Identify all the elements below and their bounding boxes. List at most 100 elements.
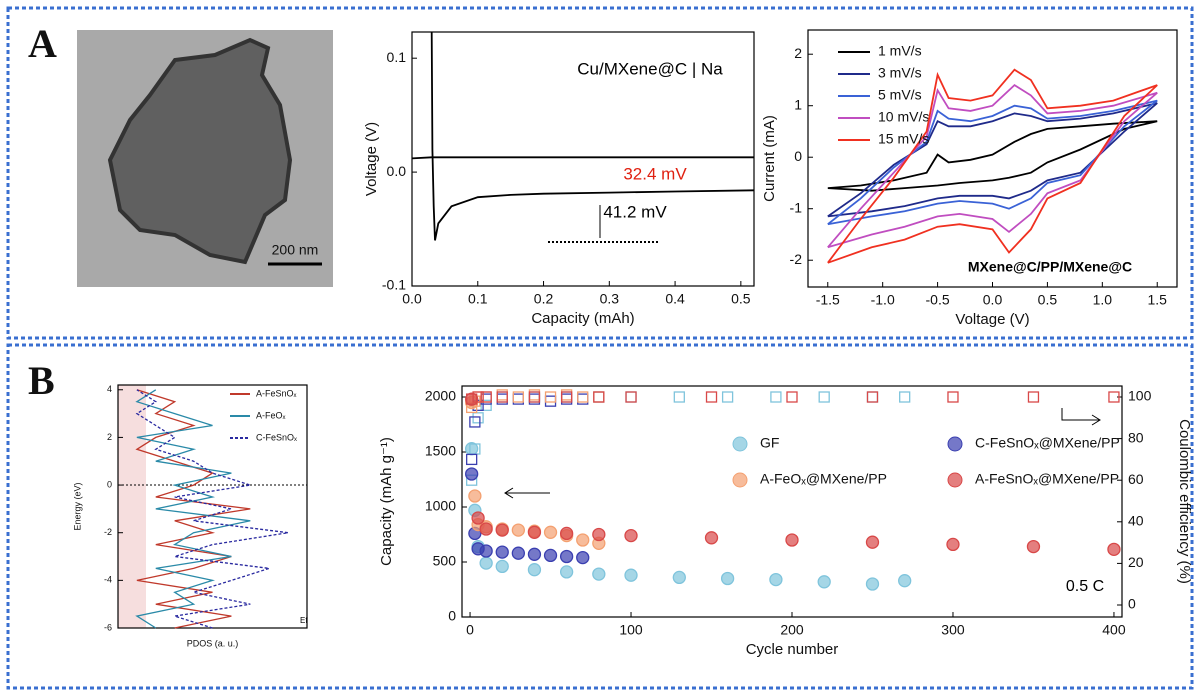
- efficiency-point: [470, 417, 480, 427]
- y2-tick-label: 20: [1128, 554, 1144, 570]
- capacity-point: [561, 551, 573, 563]
- capacity-point: [528, 526, 540, 538]
- capacity-point: [1108, 543, 1120, 555]
- annotation: 32.4 mV: [623, 164, 687, 183]
- y-tick-label: -2: [790, 251, 803, 267]
- annotation: 41.2 mV: [603, 202, 667, 221]
- y-tick-label: 1500: [425, 443, 456, 459]
- panel-label: A: [28, 21, 57, 66]
- capacity-point: [593, 568, 605, 580]
- legend-swatch: [948, 437, 962, 451]
- capacity-point: [496, 524, 508, 536]
- capacity-point: [722, 573, 734, 585]
- y-tick-label: 2000: [425, 388, 456, 404]
- legend-swatch: [733, 473, 747, 487]
- efficiency-point: [819, 392, 829, 402]
- capacity-point: [1027, 541, 1039, 553]
- capacity-point: [496, 560, 508, 572]
- capacity-point: [480, 545, 492, 557]
- annotation: 0.5 C: [1066, 578, 1104, 595]
- capacity-point: [528, 548, 540, 560]
- capacity-point: [561, 527, 573, 539]
- y2-tick-label: 60: [1128, 471, 1144, 487]
- capacity-point: [472, 512, 484, 524]
- efficiency-point: [787, 392, 797, 402]
- efficiency-point: [867, 392, 877, 402]
- arrow: [1062, 408, 1100, 425]
- y2-axis-title: Coulombic efficiency (%): [1176, 419, 1193, 584]
- y-tick-label: 1: [794, 96, 802, 112]
- y2-tick-label: 40: [1128, 513, 1144, 529]
- x-tick-label: 0.5: [731, 291, 751, 307]
- x-tick-label: 300: [941, 622, 965, 638]
- y2-tick-label: 0: [1128, 596, 1136, 612]
- x-tick-label: -0.5: [926, 292, 950, 308]
- efficiency-point: [626, 392, 636, 402]
- legend-label: A-FeSnOₓ: [256, 388, 297, 398]
- plot-frame: [808, 30, 1177, 287]
- x-tick-label: 0.0: [983, 292, 1003, 308]
- capacity-point: [480, 523, 492, 535]
- y-tick-label: 2: [794, 45, 802, 61]
- y-tick-label: 2: [107, 432, 112, 442]
- panel-label: B: [28, 358, 55, 403]
- legend-label: 15 mV/s: [878, 131, 929, 147]
- y-tick-label: -4: [104, 575, 112, 585]
- legend-label: A-FeOₓ: [256, 410, 286, 420]
- y-axis-title: Energy (eV): [72, 482, 82, 530]
- capacity-point: [466, 468, 478, 480]
- capacity-point: [786, 534, 798, 546]
- shade: [118, 385, 146, 628]
- y-axis-title: Capacity (mAh g⁻¹): [378, 437, 395, 566]
- capacity-point: [512, 524, 524, 536]
- annotation: Cu/MXene@C | Na: [577, 59, 723, 78]
- x-axis-title: Cycle number: [746, 641, 839, 658]
- efficiency-point: [467, 454, 477, 464]
- capacity-point: [496, 546, 508, 558]
- efficiency-point: [771, 392, 781, 402]
- x-tick-label: 100: [619, 622, 643, 638]
- legend-label: A-FeOₓ@MXene/PP: [760, 471, 887, 487]
- x-tick-label: -1.0: [871, 292, 895, 308]
- y-tick-label: 0: [794, 148, 802, 164]
- x-tick-label: 200: [780, 622, 804, 638]
- capacity-point: [947, 538, 959, 550]
- series-line: [412, 157, 754, 158]
- capacity-point: [625, 530, 637, 542]
- efficiency-point: [723, 392, 733, 402]
- x-tick-label: 1.5: [1147, 292, 1167, 308]
- y-tick-label: 0: [448, 608, 456, 624]
- capacity-point: [593, 529, 605, 541]
- y2-tick-label: 100: [1128, 388, 1152, 404]
- efficiency-point: [594, 392, 604, 402]
- capacity-point: [577, 534, 589, 546]
- legend-label: C-FeSnOₓ@MXene/PP: [975, 435, 1120, 451]
- capacity-point: [512, 547, 524, 559]
- efficiency-point: [594, 392, 604, 402]
- y-tick-label: -2: [104, 527, 112, 537]
- y-axis-title: Voltage (V): [363, 122, 380, 196]
- y2-tick-label: 80: [1128, 429, 1144, 445]
- capacity-point: [577, 552, 589, 564]
- legend-label: 3 mV/s: [878, 65, 922, 81]
- y-axis-title: Current (mA): [761, 115, 778, 202]
- x-axis-title: Voltage (V): [955, 311, 1029, 328]
- efficiency-point: [948, 392, 958, 402]
- x-tick-label: 400: [1102, 622, 1126, 638]
- efficiency-point: [594, 392, 604, 402]
- x-tick-label: 0: [466, 622, 474, 638]
- efficiency-point: [674, 392, 684, 402]
- y-tick-label: 500: [433, 553, 457, 569]
- capacity-point: [528, 564, 540, 576]
- y-tick-label: 4: [107, 384, 112, 394]
- capacity-point: [469, 490, 481, 502]
- capacity-point: [561, 566, 573, 578]
- x-tick-label: 1.0: [1093, 292, 1113, 308]
- y-tick-label: -6: [104, 622, 112, 632]
- efficiency-point: [546, 392, 556, 402]
- x-tick-label: 0.0: [402, 291, 422, 307]
- efficiency-point: [1028, 392, 1038, 402]
- x-axis-title: Capacity (mAh): [531, 310, 634, 327]
- tem-image: 200 nm: [77, 30, 333, 287]
- efficiency-point: [867, 392, 877, 402]
